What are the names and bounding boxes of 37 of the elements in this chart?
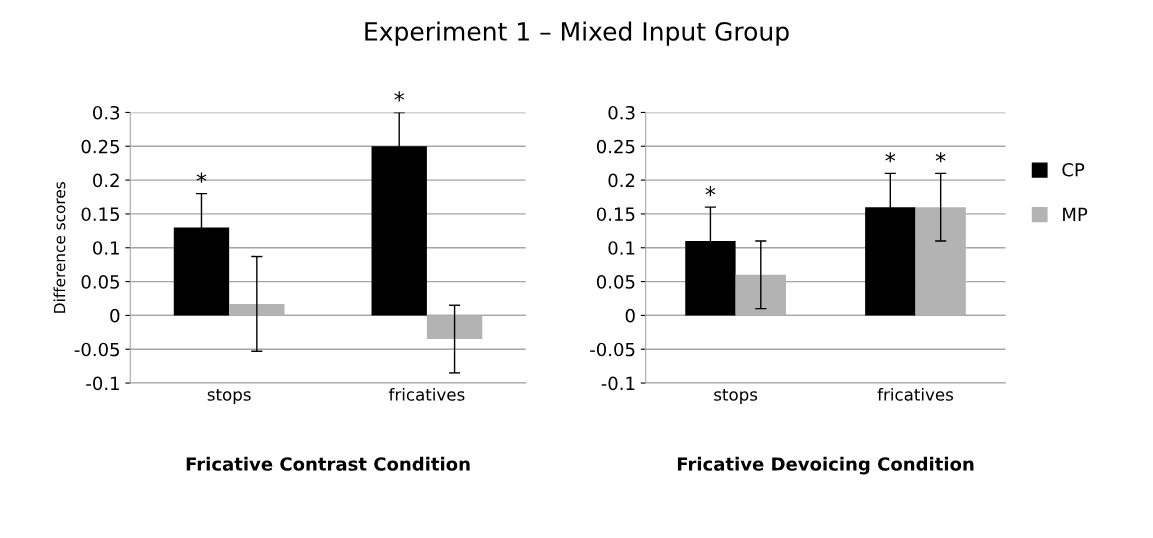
y-tick-label: -0.05	[590, 342, 635, 357]
bar	[735, 274, 786, 316]
legend-label: MP	[1063, 207, 1088, 221]
y-tick-label: 0.15	[596, 207, 635, 222]
data-label: *	[196, 172, 207, 183]
y-tick-label: 0.25	[81, 139, 119, 154]
y-tick-label: 0.3	[608, 105, 635, 120]
legend-label: CP	[1062, 162, 1085, 177]
data-label: *	[935, 152, 946, 163]
y-tick-label: 0.05	[81, 275, 119, 289]
y-tick-label: 0.1	[93, 241, 119, 255]
y-axis-title: Difference scores	[53, 182, 66, 313]
y-tick-label: 0.15	[81, 207, 119, 222]
x-tick-label: fricatives	[877, 387, 954, 401]
x-axis-title: Fricative Devoicing Condition	[677, 456, 974, 475]
y-tick-label: 0.25	[596, 139, 635, 154]
y-tick-label: -0.05	[74, 342, 119, 357]
y-tick-label: -0.1	[86, 376, 119, 391]
x-tick-label: fricatives	[388, 387, 465, 401]
y-tick-label: 0.1	[608, 241, 635, 255]
y-tick-label: 0	[625, 308, 635, 323]
bar	[229, 303, 285, 316]
x-tick-label: stops	[207, 388, 251, 405]
data-label: *	[394, 91, 405, 102]
x-tick-label: stops	[714, 388, 758, 405]
y-tick-label: 0.2	[93, 173, 119, 188]
y-tick-label: 0.3	[93, 105, 120, 120]
data-label: *	[705, 186, 716, 197]
y-tick-label: 0.2	[608, 173, 635, 188]
y-tick-label: 0	[110, 308, 120, 323]
data-label: *	[885, 152, 896, 163]
y-tick-label: -0.1	[601, 376, 635, 391]
bar	[426, 315, 483, 340]
bar	[915, 207, 966, 316]
y-tick-label: 0.05	[596, 275, 635, 289]
x-axis-title: Fricative Contrast Condition	[186, 456, 470, 471]
text: Experiment 1 – Mixed Input Group	[365, 21, 789, 46]
